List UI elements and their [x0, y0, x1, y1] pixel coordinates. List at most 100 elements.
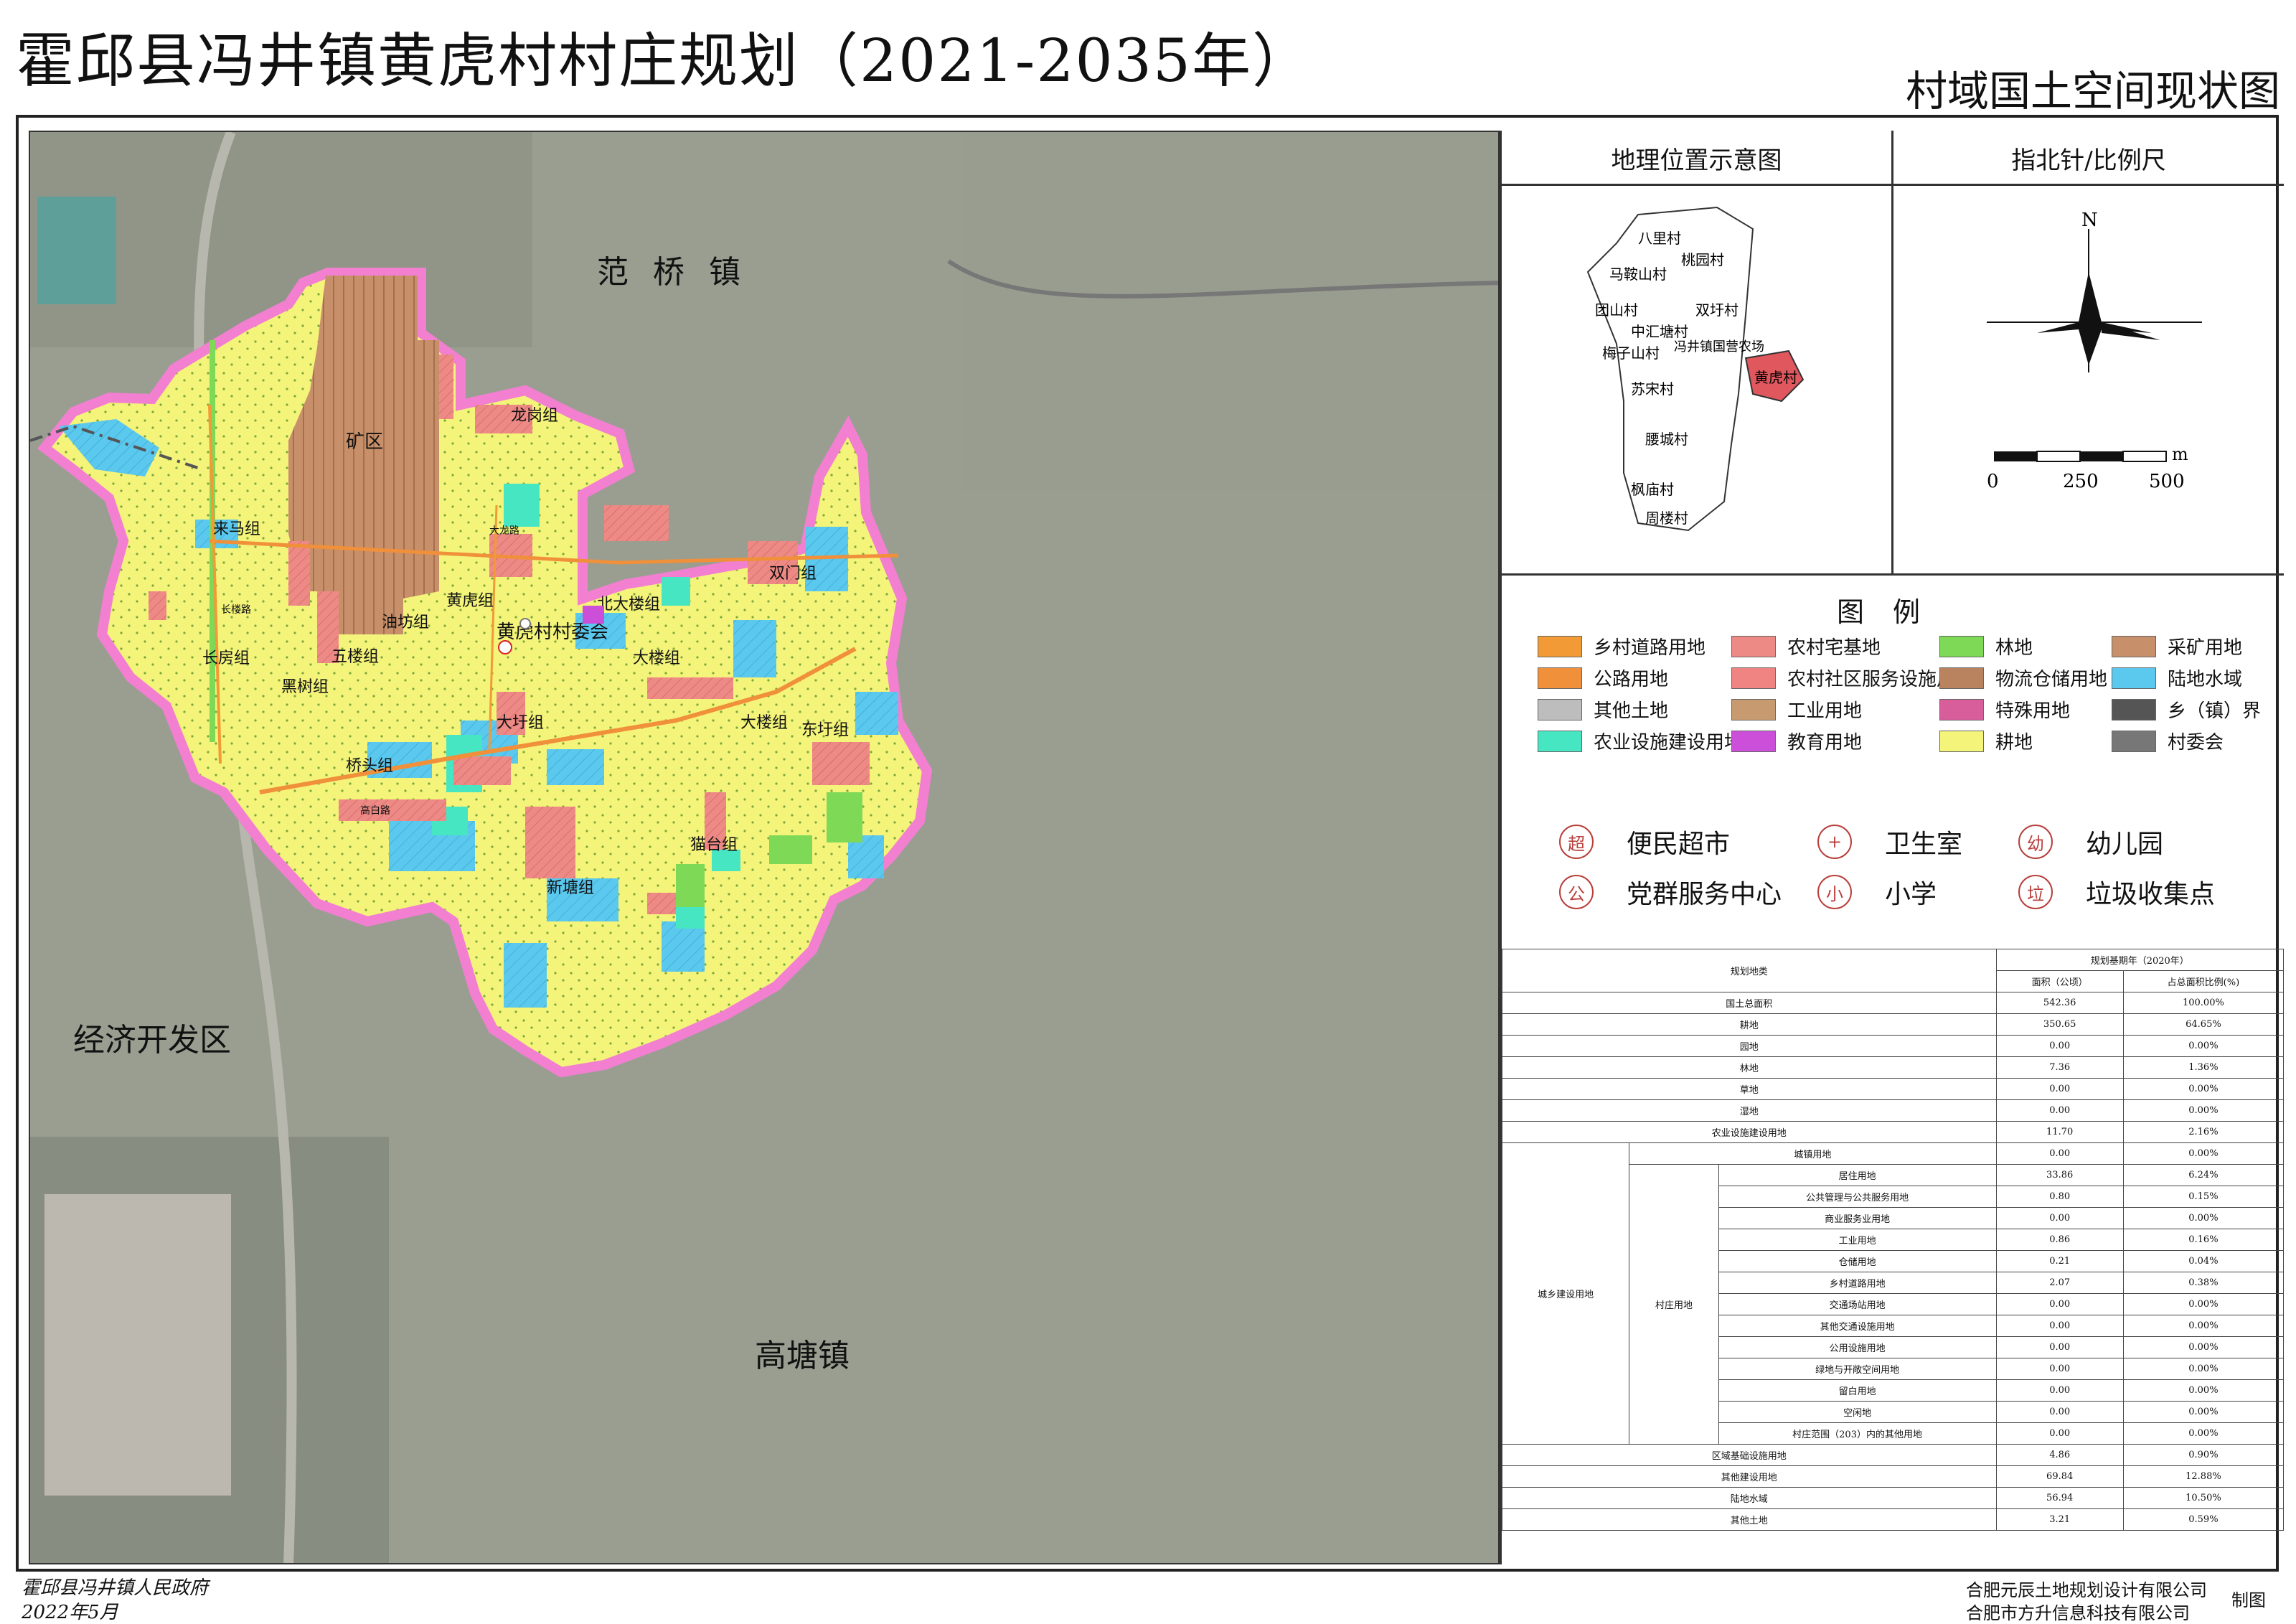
table-cell: 12.88%: [2122, 1465, 2285, 1488]
location-map-svg: 八里村 桃园村 马鞍山村 团山村 双圩村 中汇塘村 冯井镇国营农场 梅子山村 黄…: [1586, 206, 1805, 532]
town-outline: [1586, 206, 1754, 532]
legend-item: 陆地水域: [2112, 665, 2242, 691]
legend-title: 图例: [1836, 596, 1949, 628]
group-label: 长房组: [202, 649, 250, 667]
village-name: 中汇塘村: [1631, 323, 1688, 340]
table-cell: 居住用地: [1718, 1164, 1997, 1186]
huanghu-village-highlight: [1744, 349, 1805, 403]
scale-bar: [1994, 451, 2167, 462]
table-cell: 其他建设用地: [1502, 1465, 1997, 1488]
legend-item: 农业设施建设用地: [1538, 728, 1743, 754]
legend-item: 物流仓储用地: [1939, 665, 2107, 691]
table-row: 区域基础设施用地 4.86 0.90%: [1502, 1444, 2285, 1466]
table-cell: 0.00%: [2122, 1336, 2285, 1358]
reservoir: [37, 197, 116, 304]
legend-swatch: [1939, 730, 1984, 752]
legend-swatch: [1731, 635, 1776, 657]
table-cell: 0.00: [1995, 1315, 2124, 1337]
table-cell: 商业服务业用地: [1718, 1207, 1997, 1229]
group-label: 黑树组: [281, 678, 329, 696]
table-cell: 0.00: [1995, 1379, 2124, 1402]
table-row: 湿地 0.00 0.00%: [1502, 1099, 2285, 1122]
table-cell: 0.00%: [2122, 1358, 2285, 1380]
table-cell: 湿地: [1502, 1099, 1997, 1122]
footer-org1: 合肥元辰土地规划设计有限公司: [1966, 1580, 2207, 1600]
legend-item: 工业用地: [1731, 696, 1862, 723]
table-cell: 城乡建设用地: [1501, 1142, 1630, 1445]
table-cell: 0.00%: [2122, 1035, 2285, 1057]
group-label: 大楼组: [740, 714, 788, 732]
table-cell: 0.90%: [2122, 1444, 2285, 1466]
table-cell: 0.00: [1995, 1358, 2124, 1380]
legend-swatch: [1731, 698, 1776, 721]
table-cell: 空闲地: [1718, 1401, 1997, 1423]
legend-label: 乡村道路用地: [1594, 637, 1706, 659]
table-cell: 7.36: [1995, 1056, 2124, 1079]
table-cell: 交通场站用地: [1718, 1293, 1997, 1315]
village-name: 梅子山村: [1602, 344, 1660, 362]
table-row: 城乡建设用地 城镇用地 0.00 0.00%: [1501, 1142, 2285, 1445]
table-cell: 区域基础设施用地: [1502, 1444, 1997, 1466]
facility-icon: 垃: [2018, 875, 2053, 909]
table-cell: 占总面积比例(%): [2122, 970, 2285, 992]
village-name: 马鞍山村: [1609, 266, 1667, 283]
legend-item: 公路用地: [1538, 665, 1668, 691]
scale-label-250: 250: [2063, 471, 2099, 492]
facility-item: 超 便民超市: [1559, 823, 1730, 860]
village-name: 八里村: [1638, 230, 1681, 247]
table-cell: 64.65%: [2122, 1013, 2285, 1036]
land-use-map[interactable]: 矿区 范 桥 镇 黄虎村村委会 高塘镇 经济开发区 龙岗组 来马组 双门组 北大…: [29, 131, 1500, 1564]
table-row: 商业服务业用地 0.00 0.00%: [1502, 1207, 2285, 1229]
legend-item: 乡村道路用地: [1538, 633, 1705, 660]
legend-item: 特殊用地: [1939, 696, 2070, 723]
land-use-table: 规划地类 规划基期年（2020年） 面积（公顷） 占总面积比例(%) 国土总面积 542.…: [1501, 949, 2285, 1531]
group-label: 龙岗组: [511, 407, 558, 425]
table-cell: 1.36%: [2122, 1056, 2285, 1079]
legend-swatch: [1939, 667, 1984, 689]
table-cell: 公共管理与公共服务用地: [1718, 1186, 1997, 1208]
table-cell: 0.00%: [2122, 1293, 2285, 1315]
legend-swatch: [1538, 730, 1582, 752]
table-cell: 公用设施用地: [1718, 1336, 1997, 1358]
table-cell: 其他土地: [1502, 1508, 1997, 1531]
table-cell: 0.16%: [2122, 1229, 2285, 1251]
road-label: 长楼路: [221, 604, 251, 616]
north-section: 指北针/比例尺 N 0 250 500 m: [1893, 131, 2284, 576]
mining-area: [288, 276, 439, 634]
industrial-zone: [44, 1194, 231, 1496]
legend-label: 农村宅基地: [1787, 637, 1881, 659]
table-row: 村庄范围（203）内的其他用地 0.00 0.00%: [1502, 1422, 2285, 1445]
village-committee-marker: [519, 618, 531, 629]
table-cell: 6.24%: [2122, 1164, 2285, 1186]
facility-item: 幼 幼儿园: [2018, 823, 2163, 860]
table-cell: 0.00%: [2122, 1401, 2285, 1423]
table-row: 留白用地 0.00 0.00%: [1502, 1379, 2285, 1402]
table-cell: 0.86: [1995, 1229, 2124, 1251]
legend-swatch: [1538, 635, 1582, 657]
legend-swatch: [1538, 698, 1582, 721]
background-fields-2: [963, 132, 1498, 491]
facility-label: 小学: [1885, 880, 1937, 909]
village-name: 冯井镇国营农场: [1674, 339, 1764, 355]
table-cell: 园地: [1502, 1035, 1997, 1057]
group-label: 东圩组: [801, 721, 849, 739]
table-cell: 0.80: [1995, 1186, 2124, 1208]
table-cell: 村庄用地: [1629, 1164, 1719, 1445]
table-cell: 城镇用地: [1629, 1142, 1997, 1165]
table-cell: 陆地水域: [1502, 1487, 1997, 1509]
table-cell: 面积（公顷）: [1995, 970, 2124, 992]
legend-label: 农业设施建设用地: [1594, 732, 1744, 754]
table-cell: 林地: [1502, 1056, 1997, 1079]
table-cell: 0.00%: [2122, 1379, 2285, 1402]
table-row: 其他交通设施用地 0.00 0.00%: [1502, 1315, 2285, 1337]
legend-swatch: [1731, 730, 1776, 752]
table-cell: 0.00: [1995, 1078, 2124, 1100]
table-cell: 0.59%: [2122, 1508, 2285, 1531]
map-outer-frame: [16, 115, 2279, 1572]
legend-swatch: [2112, 667, 2156, 689]
label-fanqiao-town: 范 桥 镇: [597, 254, 748, 291]
facility-item: + 卫生室: [1817, 823, 1962, 860]
table-row: 交通场站用地 0.00 0.00%: [1502, 1293, 2285, 1315]
table-cell: 0.00%: [2122, 1099, 2285, 1122]
table-row: 农业设施建设用地 11.70 2.16%: [1502, 1121, 2285, 1143]
